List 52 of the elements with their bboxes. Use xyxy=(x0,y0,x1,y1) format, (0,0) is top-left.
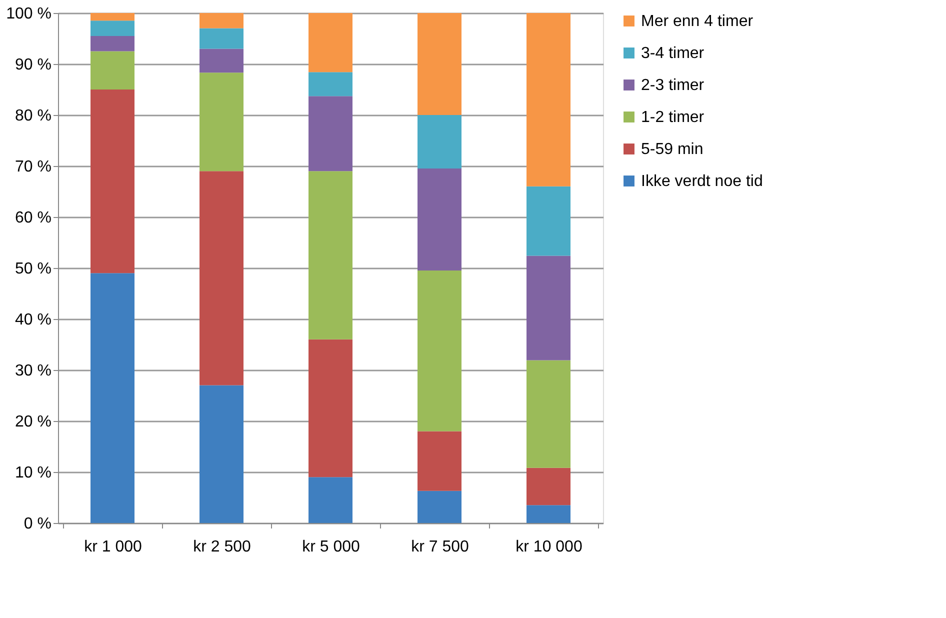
y-tick-label: 30 % xyxy=(15,362,52,380)
bar xyxy=(526,13,570,186)
bar xyxy=(200,72,244,172)
bar xyxy=(308,339,352,478)
bar xyxy=(418,115,462,169)
x-tick-label: kr 1 000 xyxy=(84,538,142,556)
bar xyxy=(418,13,462,115)
y-tick-label: 0 % xyxy=(24,516,52,532)
bar xyxy=(526,505,570,523)
bar xyxy=(200,28,244,49)
bar xyxy=(200,48,244,73)
bar xyxy=(200,171,244,386)
x-tick-label: kr 7 500 xyxy=(411,538,470,556)
legend-label: 3-4 timer xyxy=(641,45,705,62)
bar xyxy=(418,431,462,491)
y-tick-label: 100 % xyxy=(6,6,52,22)
bar xyxy=(200,385,244,523)
bar xyxy=(418,490,462,523)
bar xyxy=(308,171,352,340)
y-tick-label: 70 % xyxy=(15,158,52,176)
bar xyxy=(90,13,134,21)
y-tick-label: 60 % xyxy=(15,210,52,226)
legend-label: Mer enn 4 timer xyxy=(641,13,754,30)
bar xyxy=(526,468,570,506)
y-tick-label: 50 % xyxy=(15,260,52,278)
bar xyxy=(418,270,462,432)
legend-label: 2-3 timer xyxy=(641,77,705,94)
bar xyxy=(526,186,570,256)
legend-label: 5-59 min xyxy=(641,141,704,158)
bar xyxy=(90,51,134,90)
bar xyxy=(526,360,570,468)
bar xyxy=(308,72,352,96)
bar xyxy=(526,256,570,360)
y-tick-label: 90 % xyxy=(15,56,52,74)
y-tick-label: 40 % xyxy=(15,312,52,328)
bar xyxy=(200,13,244,28)
bar xyxy=(90,20,134,36)
legend-label: Ikke verdt noe tid xyxy=(641,173,763,190)
bar xyxy=(308,477,352,523)
x-tick-label: kr 5 000 xyxy=(302,538,360,556)
y-tick-label: 20 % xyxy=(15,414,52,430)
y-tick-label: 10 % xyxy=(15,464,52,482)
legend-label: 1-2 timer xyxy=(641,109,705,126)
bar xyxy=(308,96,352,172)
y-tick-label: 80 % xyxy=(15,108,52,124)
bar xyxy=(308,13,352,72)
bar xyxy=(90,90,134,274)
bar xyxy=(90,36,134,52)
bar xyxy=(418,168,462,271)
x-tick-label: kr 10 000 xyxy=(516,538,582,556)
x-tick-label: kr 2 500 xyxy=(193,538,252,556)
bar xyxy=(90,273,134,523)
